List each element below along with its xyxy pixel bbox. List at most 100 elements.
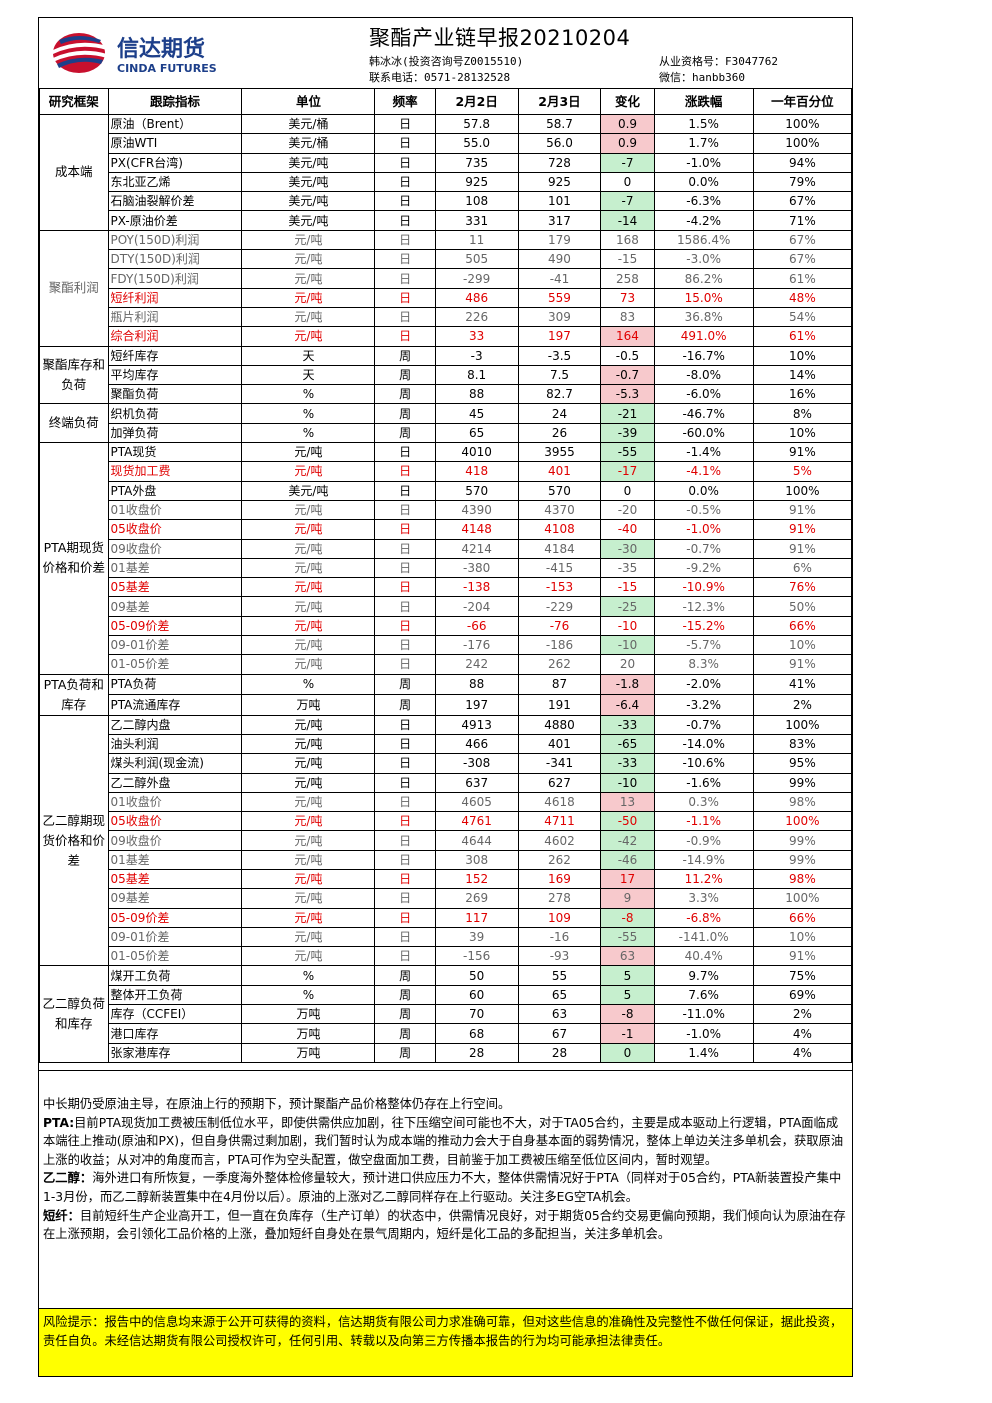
- analyst-name: 韩冰冰(投资咨询号Z0015510): [369, 55, 524, 68]
- cell-value-date1: -204: [434, 596, 519, 617]
- table-row: 09-01价差 元/吨日 -176 -186 -10 -5.7% 10%: [40, 635, 853, 656]
- cell-change-pct: -10.6%: [653, 753, 754, 774]
- cell-value-date2: 28: [517, 1042, 602, 1063]
- cell-unit: %: [241, 384, 376, 405]
- cell-change-pct: 491.0%: [653, 326, 754, 347]
- cell-value-date1: 4390: [434, 499, 519, 521]
- table-row: PTA外盘 美元/吨日 570 570 0 0.0% 100%: [40, 480, 853, 501]
- cell-unit: %: [241, 965, 376, 986]
- cell-indicator: 瓶片利润: [107, 306, 243, 328]
- cell-unit: 万吨: [241, 1023, 376, 1044]
- cell-unit: 元/吨: [241, 249, 376, 270]
- cell-value-date1: 4761: [434, 811, 519, 832]
- cell-indicator: 09基差: [107, 596, 243, 617]
- commentary-psf: 短纤：目前短纤生产企业高开工，但一直在负库存（生产订单）的状态中，供需情况良好，…: [43, 1207, 848, 1244]
- cell-change-pct: 86.2%: [653, 268, 754, 289]
- cell-unit: 美元/吨: [241, 171, 376, 193]
- cell-change: -20: [600, 499, 655, 521]
- table-row: 现货加工费 元/吨日 418 401 -17 -4.1% 5%: [40, 461, 853, 482]
- cell-value-date1: -176: [434, 635, 519, 656]
- cell-value-date2: 4108: [517, 519, 602, 540]
- table-row: 05-09价差 元/吨日 -66 -76 -10 -15.2% 66%: [40, 615, 853, 637]
- table-row: 09基差 元/吨日 269 278 9 3.3% 100%: [40, 888, 853, 909]
- cell-value-date2: 570: [517, 480, 602, 501]
- col-framework: 研究框架: [39, 88, 109, 115]
- cell-frequency: 日: [374, 538, 436, 559]
- cell-change: -25: [600, 596, 655, 617]
- cell-frequency: 周: [374, 422, 436, 444]
- cell-unit: 天: [241, 345, 376, 366]
- cell-value-date2: 262: [517, 849, 602, 870]
- cell-value-date2: -341: [517, 753, 602, 774]
- cell-frequency: 周: [374, 965, 436, 986]
- cell-unit: 元/吨: [241, 946, 376, 967]
- table-row: 09基差 元/吨日 -204 -229 -25 -12.3% 50%: [40, 596, 853, 617]
- cell-indicator: 短纤库存: [107, 345, 243, 366]
- indicator-table: 研究框架 跟踪指标 单位 频率 2月2日 2月3日 变化 涨跌幅 一年百分位 成…: [39, 88, 853, 1063]
- group-label: 乙二醇负荷和库存: [39, 965, 109, 1063]
- cell-value-date1: 197: [434, 694, 519, 716]
- cell-unit: 美元/吨: [241, 152, 376, 173]
- cell-change: -46: [600, 849, 655, 870]
- cell-frequency: 日: [374, 868, 436, 890]
- cell-value-date2: 191: [517, 694, 602, 716]
- cell-percentile: 6%: [752, 557, 853, 579]
- cell-change: -42: [600, 830, 655, 851]
- cell-value-date1: 4913: [434, 714, 519, 735]
- cell-frequency: 日: [374, 249, 436, 270]
- cell-unit: 万吨: [241, 1004, 376, 1025]
- cell-frequency: 日: [374, 714, 436, 735]
- cell-indicator: FDY(150D)利润: [107, 268, 243, 289]
- cell-value-date2: 4184: [517, 538, 602, 559]
- cell-percentile: 76%: [752, 577, 853, 598]
- cell-change-pct: 15.0%: [653, 287, 754, 308]
- cell-percentile: 48%: [752, 287, 853, 308]
- table-row: 09收盘价 元/吨日 4214 4184 -30 -0.7% 91%: [40, 538, 853, 559]
- cell-value-date1: 308: [434, 849, 519, 870]
- cell-change-pct: -8.0%: [653, 364, 754, 386]
- cell-unit: 元/吨: [241, 907, 376, 928]
- cell-value-date2: 490: [517, 249, 602, 270]
- cell-percentile: 91%: [752, 654, 853, 675]
- table-row: 01基差 元/吨日 308 262 -46 -14.9% 99%: [40, 849, 853, 870]
- cell-percentile: 10%: [752, 422, 853, 444]
- cell-frequency: 日: [374, 946, 436, 967]
- cell-value-date1: 637: [434, 772, 519, 793]
- cell-percentile: 98%: [752, 791, 853, 813]
- cell-indicator: 整体开工负荷: [107, 984, 243, 1006]
- cell-value-date1: 4605: [434, 791, 519, 813]
- cell-frequency: 日: [374, 888, 436, 909]
- cell-value-date1: -3: [434, 345, 519, 366]
- cell-change: -10: [600, 772, 655, 793]
- cell-indicator: 01基差: [107, 557, 243, 579]
- cell-value-date2: 65: [517, 984, 602, 1006]
- cell-value-date1: 60: [434, 984, 519, 1006]
- cell-percentile: 91%: [752, 946, 853, 967]
- table-row: 聚酯利润 POY(150D)利润 元/吨日 11 179 168 1586.4% 67%: [39, 229, 853, 347]
- cell-percentile: 14%: [752, 364, 853, 386]
- cell-change-pct: 1.5%: [653, 113, 754, 135]
- table-row: 01基差 元/吨日 -380 -415 -35 -9.2% 6%: [40, 557, 853, 579]
- table-row: PX(CFR台湾) 美元/吨日 735 728 -7 -1.0% 94%: [40, 152, 853, 173]
- cell-change-pct: -3.0%: [653, 249, 754, 270]
- cell-percentile: 50%: [752, 596, 853, 617]
- cell-frequency: 日: [374, 772, 436, 793]
- group-label: 聚酯库存和负荷: [39, 345, 109, 405]
- cell-indicator: 加弹负荷: [107, 422, 243, 444]
- cell-unit: 元/吨: [241, 791, 376, 813]
- cell-value-date2: 728: [517, 152, 602, 173]
- table-row: 平均库存天周 8.1 7.5 -0.7 -8.0% 14%: [40, 364, 853, 386]
- cell-frequency: 日: [374, 830, 436, 851]
- cell-value-date2: 4370: [517, 499, 602, 521]
- table-row: PTA负荷和库存 PTA负荷% 周 88 87 -1.8 -2.0% 41%: [39, 673, 853, 716]
- table-row: 05基差 元/吨日 -138 -153 -15 -10.9% 76%: [40, 577, 853, 598]
- cell-value-date1: 242: [434, 654, 519, 675]
- cell-indicator: 09-01价差: [107, 926, 243, 948]
- cell-percentile: 100%: [752, 480, 853, 501]
- cell-value-date2: 925: [517, 171, 602, 193]
- cell-change: -6.4: [600, 694, 655, 716]
- cell-indicator: POY(150D)利润: [107, 229, 243, 251]
- cell-percentile: 95%: [752, 753, 853, 774]
- cell-value-date2: -41: [517, 268, 602, 289]
- cell-change: 63: [600, 946, 655, 967]
